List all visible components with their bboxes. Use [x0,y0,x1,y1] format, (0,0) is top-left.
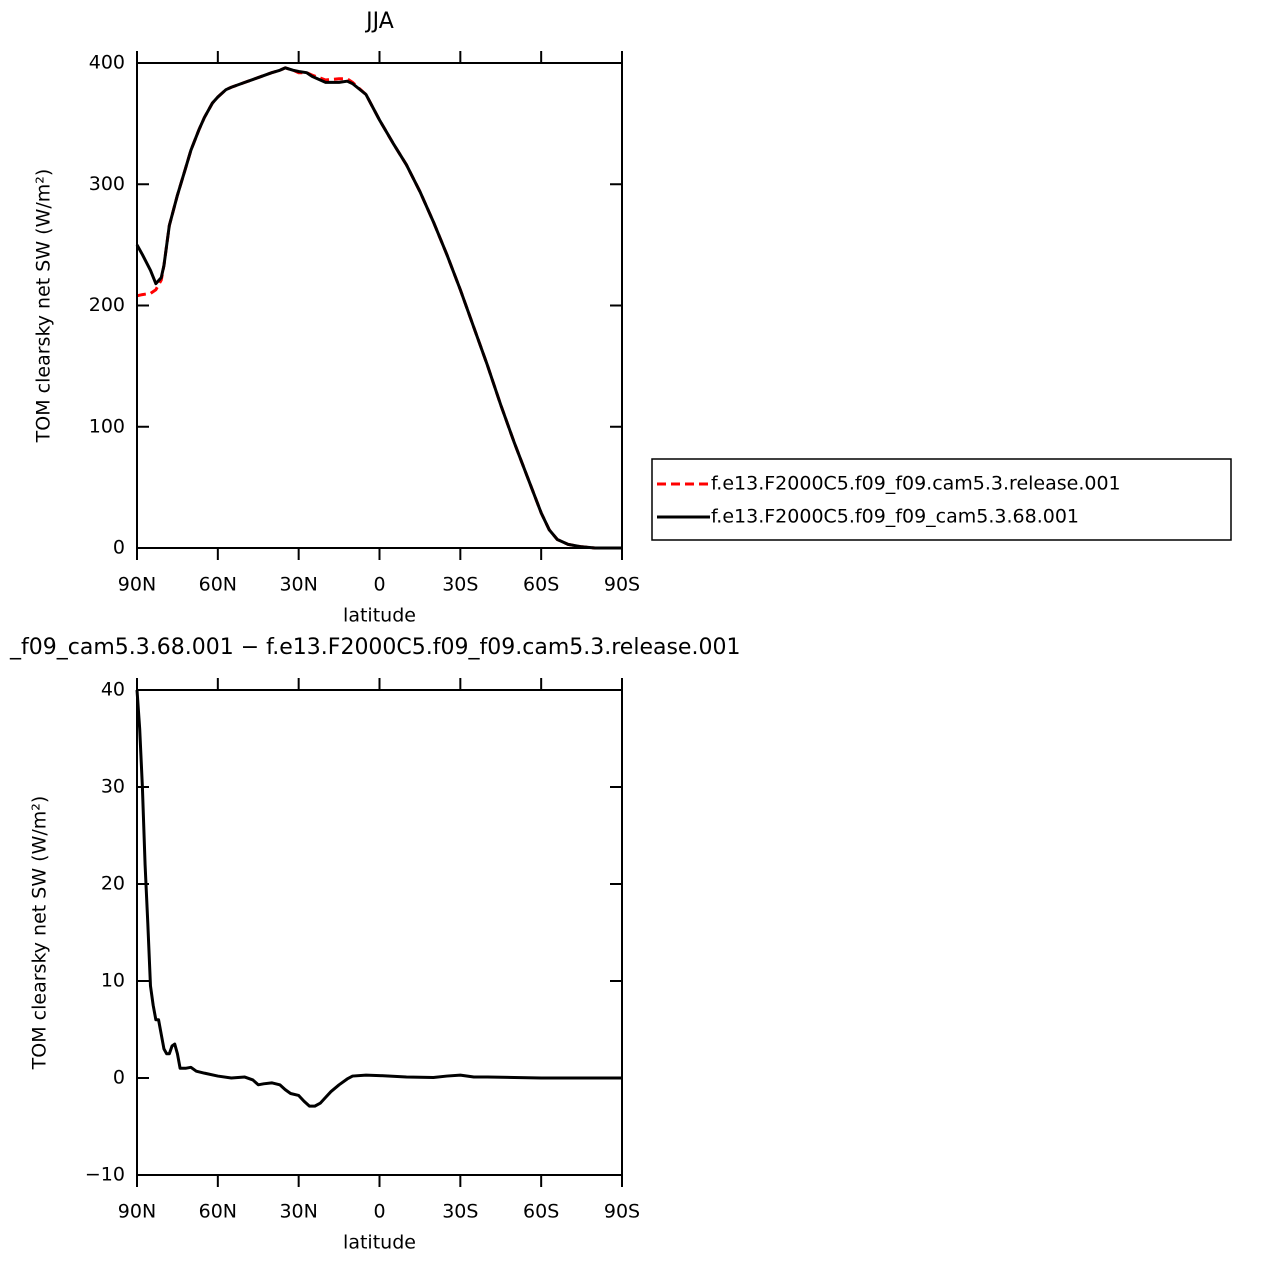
x-tick-label: 30S [442,1201,478,1223]
plot-frame [136,689,623,1176]
x-axis-title: latitude [343,1232,416,1254]
y-axis-title: TOM clearsky net SW (W/m²) [29,796,51,1071]
y-tick-label: −10 [85,1164,125,1186]
x-tick-label: 60N [199,1201,237,1223]
x-tick-label: 30N [279,574,317,596]
x-tick-label: 90N [118,574,156,596]
x-tick-label: 90S [604,574,640,596]
line-series [135,66,622,550]
x-tick-label: 90S [604,1201,640,1223]
x-tick-label: 0 [373,1201,385,1223]
legend-box [651,458,1232,541]
plot-frame [136,62,623,549]
y-tick-label: 40 [101,679,125,701]
x-tick-label: 60N [199,574,237,596]
y-tick-label: 0 [113,537,125,559]
y-tick-label: 400 [89,52,125,74]
x-tick-label: 30N [279,1201,317,1223]
y-tick-label: 30 [101,776,125,798]
y-tick-label: 300 [89,173,125,195]
y-tick-label: 20 [101,873,125,895]
y-axis-title: TOM clearsky net SW (W/m²) [33,169,55,444]
x-tick-label: 0 [373,574,385,596]
x-tick-label: 60S [523,1201,559,1223]
line-series [135,689,622,1108]
line-series [136,66,622,550]
y-tick-label: 10 [101,970,125,992]
x-tick-label: 30S [442,574,478,596]
x-axis-title: latitude [343,605,416,627]
y-tick-label: 100 [89,415,125,437]
y-tick-label: 200 [89,294,125,316]
chart-title: _f09_cam5.3.68.001 − f.e13.F2000C5.f09_f… [9,635,740,660]
legend-label: f.e13.F2000C5.f09_f09_cam5.3.68.001 [711,506,1079,528]
chart-title: JJA [364,9,394,34]
x-tick-label: 90N [118,1201,156,1223]
y-tick-label: 0 [113,1067,125,1089]
legend-label: f.e13.F2000C5.f09_f09.cam5.3.release.001 [711,473,1121,495]
x-tick-label: 60S [523,574,559,596]
